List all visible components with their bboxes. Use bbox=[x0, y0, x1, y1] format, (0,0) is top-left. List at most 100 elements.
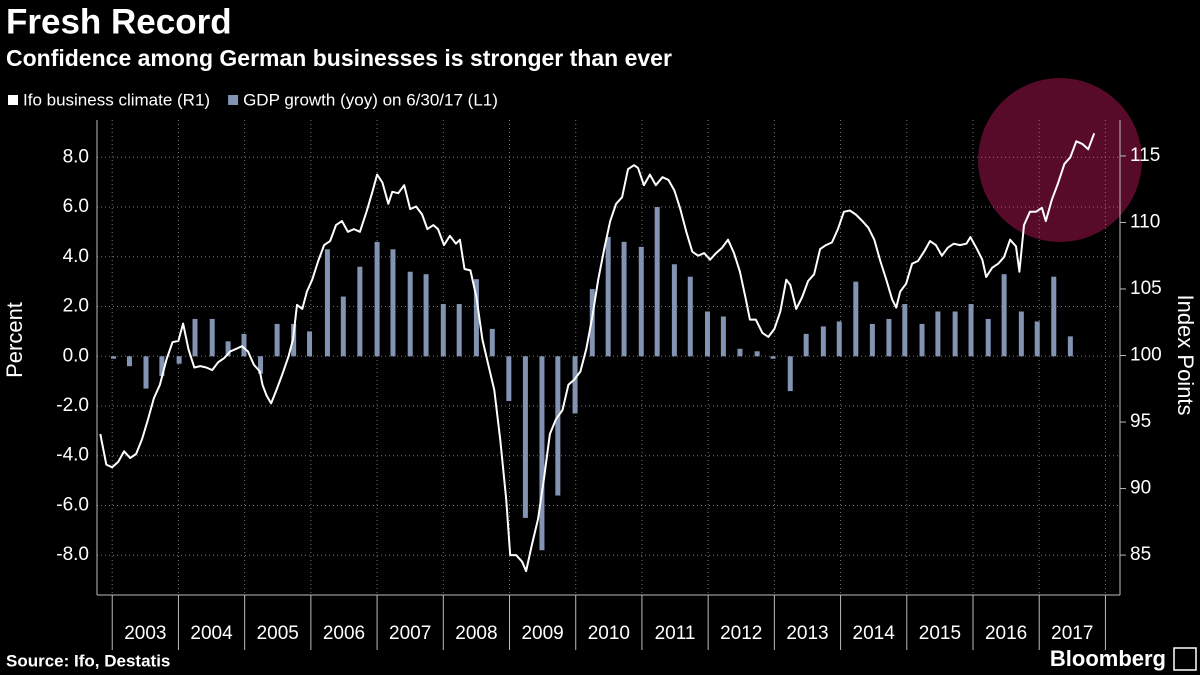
bar bbox=[241, 333, 247, 357]
y-tick-label: 8.0 bbox=[63, 146, 89, 167]
bar bbox=[1051, 276, 1057, 357]
bar bbox=[919, 323, 925, 357]
highlight-circle bbox=[978, 78, 1142, 242]
bar bbox=[440, 304, 446, 357]
chart-subtitle: Confidence among German businesses is st… bbox=[6, 45, 672, 71]
bar bbox=[176, 356, 182, 364]
x-tick-label: 2003 bbox=[124, 623, 166, 644]
source-note: Source: Ifo, Destatis bbox=[6, 651, 170, 670]
bar bbox=[423, 274, 429, 357]
x-tick-label: 2007 bbox=[389, 623, 431, 644]
x-tick-label: 2016 bbox=[985, 623, 1027, 644]
x-tick-label: 2011 bbox=[655, 623, 696, 644]
bar bbox=[456, 304, 462, 357]
bar bbox=[307, 331, 313, 357]
bar bbox=[572, 356, 578, 414]
x-tick-label: 2005 bbox=[257, 623, 299, 644]
legend-label: Ifo business climate (R1) bbox=[23, 90, 210, 109]
x-tick-label: 2014 bbox=[853, 623, 896, 644]
x-tick-label: 2010 bbox=[588, 623, 630, 644]
brand-logo bbox=[1173, 647, 1197, 671]
y2-tick-label: 105 bbox=[1130, 278, 1162, 299]
bar bbox=[836, 321, 842, 357]
bar bbox=[225, 341, 231, 357]
bar bbox=[985, 318, 991, 357]
bar bbox=[357, 266, 363, 357]
bar bbox=[1034, 321, 1040, 357]
bar bbox=[621, 241, 627, 357]
y2-tick-label: 115 bbox=[1130, 145, 1160, 166]
y-tick-label: -8.0 bbox=[56, 544, 89, 565]
bar bbox=[555, 356, 561, 496]
bar bbox=[952, 311, 958, 357]
y-axis-label: Percent bbox=[2, 302, 27, 378]
brand: Bloomberg bbox=[1050, 646, 1166, 671]
y2-axis-label: Index Points bbox=[1173, 294, 1198, 415]
bar bbox=[638, 246, 644, 357]
bar bbox=[390, 249, 396, 357]
bar bbox=[968, 304, 974, 357]
bar bbox=[902, 304, 908, 357]
bar bbox=[473, 279, 479, 357]
y2-tick-label: 110 bbox=[1130, 211, 1160, 232]
x-tick-label: 2006 bbox=[323, 623, 365, 644]
bar bbox=[853, 281, 859, 357]
y-tick-label: -2.0 bbox=[56, 395, 89, 416]
x-tick-label: 2013 bbox=[786, 623, 828, 644]
bar bbox=[935, 311, 941, 357]
bar bbox=[159, 356, 165, 377]
bar bbox=[274, 323, 280, 357]
y2-tick-label: 90 bbox=[1130, 478, 1151, 499]
bar bbox=[787, 356, 793, 392]
x-tick-label: 2017 bbox=[1051, 623, 1093, 644]
x-tick-label: 2009 bbox=[521, 623, 563, 644]
bar bbox=[374, 241, 380, 357]
bar bbox=[1001, 274, 1007, 357]
x-tick-label: 2012 bbox=[720, 623, 762, 644]
bar bbox=[324, 249, 330, 357]
bar bbox=[671, 264, 677, 357]
bar bbox=[803, 333, 809, 357]
bar bbox=[886, 318, 892, 357]
bar bbox=[407, 271, 413, 357]
x-tick-label: 2008 bbox=[455, 623, 497, 644]
y2-tick-label: 85 bbox=[1130, 544, 1151, 565]
bar bbox=[605, 236, 611, 357]
bar bbox=[522, 356, 528, 518]
line bbox=[99, 132, 1096, 573]
legend-swatch bbox=[228, 95, 239, 105]
bar bbox=[506, 356, 512, 402]
bar bbox=[1067, 336, 1073, 357]
bar bbox=[720, 316, 726, 357]
bar bbox=[869, 323, 875, 357]
x-tick-label: 2004 bbox=[190, 623, 233, 644]
bar bbox=[340, 296, 346, 357]
bar bbox=[143, 356, 149, 389]
bar bbox=[654, 207, 660, 357]
y-tick-label: 0.0 bbox=[63, 345, 89, 366]
chart-title: Fresh Record bbox=[6, 2, 232, 41]
bar bbox=[258, 356, 264, 374]
bar bbox=[209, 318, 215, 357]
bar bbox=[489, 328, 495, 357]
bar bbox=[687, 276, 693, 357]
bar bbox=[820, 326, 826, 357]
bar bbox=[192, 318, 198, 357]
bar bbox=[111, 356, 117, 359]
x-tick-label: 2015 bbox=[919, 623, 961, 644]
bar bbox=[770, 356, 776, 359]
y2-tick-label: 100 bbox=[1130, 345, 1162, 366]
y-tick-label: 4.0 bbox=[63, 246, 89, 267]
legend-label: GDP growth (yoy) on 6/30/17 (L1) bbox=[243, 90, 498, 109]
y-tick-label: 2.0 bbox=[63, 296, 89, 317]
bar bbox=[1018, 311, 1024, 357]
y-tick-label: 6.0 bbox=[63, 196, 89, 217]
bar bbox=[754, 351, 760, 357]
y-tick-label: -4.0 bbox=[56, 445, 89, 466]
bar bbox=[704, 311, 710, 357]
bar bbox=[737, 348, 743, 357]
y-tick-label: -6.0 bbox=[56, 494, 89, 515]
bar bbox=[589, 289, 595, 357]
